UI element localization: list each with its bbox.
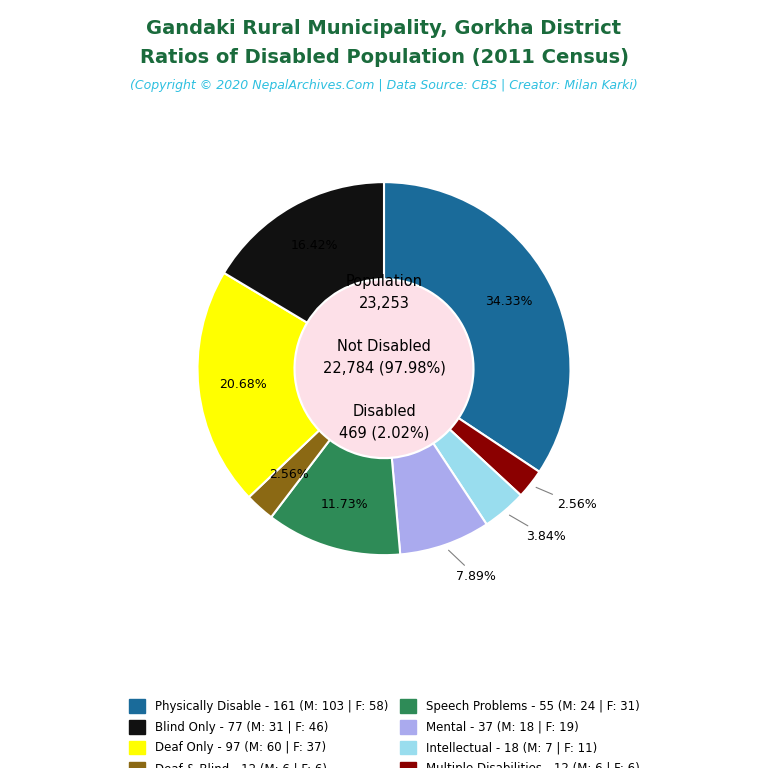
Text: 2.56%: 2.56% (536, 488, 597, 511)
Wedge shape (197, 273, 319, 497)
Circle shape (296, 281, 472, 456)
Text: 2.56%: 2.56% (270, 468, 310, 481)
Text: 3.84%: 3.84% (509, 515, 566, 543)
Text: 11.73%: 11.73% (321, 498, 369, 511)
Wedge shape (392, 443, 487, 554)
Text: Population
23,253

Not Disabled
22,784 (97.98%)

Disabled
469 (2.02%): Population 23,253 Not Disabled 22,784 (9… (323, 274, 445, 441)
Wedge shape (249, 430, 329, 517)
Text: 20.68%: 20.68% (219, 378, 267, 391)
Wedge shape (224, 182, 384, 323)
Text: Gandaki Rural Municipality, Gorkha District: Gandaki Rural Municipality, Gorkha Distr… (147, 19, 621, 38)
Wedge shape (433, 429, 521, 525)
Text: 34.33%: 34.33% (485, 295, 533, 308)
Wedge shape (384, 182, 571, 472)
Wedge shape (450, 418, 539, 495)
Text: 16.42%: 16.42% (290, 239, 338, 252)
Legend: Physically Disable - 161 (M: 103 | F: 58), Blind Only - 77 (M: 31 | F: 46), Deaf: Physically Disable - 161 (M: 103 | F: 58… (128, 699, 640, 768)
Wedge shape (271, 440, 400, 555)
Text: Ratios of Disabled Population (2011 Census): Ratios of Disabled Population (2011 Cens… (140, 48, 628, 67)
Text: 7.89%: 7.89% (449, 550, 496, 583)
Text: (Copyright © 2020 NepalArchives.Com | Data Source: CBS | Creator: Milan Karki): (Copyright © 2020 NepalArchives.Com | Da… (130, 79, 638, 92)
